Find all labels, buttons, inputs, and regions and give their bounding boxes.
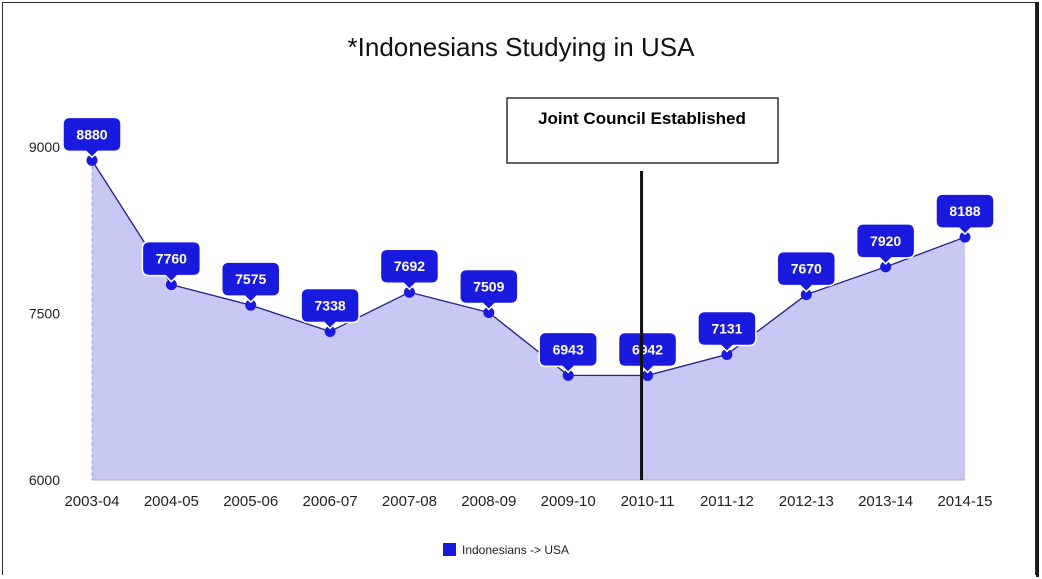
data-point	[403, 286, 415, 298]
y-tick-label: 9000	[29, 139, 60, 155]
data-point	[721, 348, 733, 360]
data-point	[800, 289, 812, 301]
x-tick-label: 2014-15	[937, 493, 992, 510]
annotation-group: Joint Council Established	[506, 97, 779, 480]
data-label: 7131	[711, 320, 742, 336]
data-point	[324, 325, 336, 337]
data-label: 6943	[553, 341, 584, 357]
data-label-bubble	[855, 223, 916, 265]
y-tick-label: 7500	[29, 306, 60, 322]
data-point	[562, 369, 574, 381]
annotation-text: Joint Council Established	[538, 109, 746, 128]
data-label: 7760	[156, 251, 187, 267]
x-tick-label: 2010-11	[621, 493, 675, 510]
data-label: 6942	[632, 341, 663, 357]
y-tick-label: 6000	[29, 472, 60, 488]
x-tick-label: 2009-10	[541, 493, 596, 510]
chart-title: *Indonesians Studying in USA	[348, 32, 696, 62]
data-point	[245, 299, 257, 311]
x-tick-label: 2008-09	[461, 493, 516, 510]
x-tick-label: 2011-12	[700, 493, 754, 510]
data-label: 7920	[870, 233, 901, 249]
data-point	[86, 154, 98, 166]
data-label-bubble	[538, 331, 598, 374]
data-label: 7670	[791, 261, 822, 277]
data-label-bubble	[935, 193, 995, 236]
x-tick-label: 2005-06	[223, 493, 278, 510]
x-tick-label: 2003-04	[64, 493, 119, 510]
area-fill	[92, 160, 965, 480]
data-point	[165, 279, 177, 291]
legend-label: Indonesians -> USA	[462, 543, 569, 557]
data-label: 7338	[315, 297, 346, 313]
data-label: 7575	[235, 271, 266, 287]
data-label-bubble	[300, 287, 360, 330]
data-label-bubble	[617, 331, 678, 374]
data-point	[642, 369, 654, 381]
data-label: 7509	[473, 279, 504, 295]
data-label-bubble	[220, 261, 281, 304]
data-point	[483, 307, 495, 319]
legend: Indonesians -> USA	[443, 543, 569, 557]
data-label-bubble	[141, 240, 202, 283]
data-point	[959, 231, 971, 243]
data-label-bubble	[62, 116, 122, 159]
plot-area: 6000 7500 9000 2003-04 2004-05 2005-06 2006-07…	[29, 116, 995, 510]
x-tick-label: 2007-08	[382, 493, 437, 510]
x-tick-label: 2006-07	[303, 493, 358, 510]
data-label-bubble	[697, 310, 757, 353]
frame-right-edge	[1036, 2, 1039, 577]
series-line	[91, 159, 966, 377]
data-label: 8188	[949, 203, 980, 219]
data-point	[880, 261, 892, 273]
x-tick-label: 2004-05	[144, 493, 199, 510]
annotation-box	[506, 97, 779, 164]
x-tick-label: 2013-14	[858, 493, 913, 510]
x-tick-label: 2012-13	[779, 493, 834, 510]
data-label-bubble	[776, 250, 837, 293]
data-label-bubble	[379, 248, 440, 291]
data-label: 7692	[394, 258, 425, 274]
legend-swatch	[443, 543, 456, 556]
data-label: 8880	[76, 126, 107, 142]
data-label-bubble	[459, 268, 519, 311]
